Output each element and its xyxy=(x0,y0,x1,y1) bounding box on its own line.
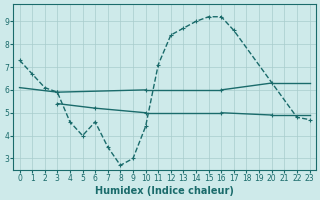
X-axis label: Humidex (Indice chaleur): Humidex (Indice chaleur) xyxy=(95,186,234,196)
